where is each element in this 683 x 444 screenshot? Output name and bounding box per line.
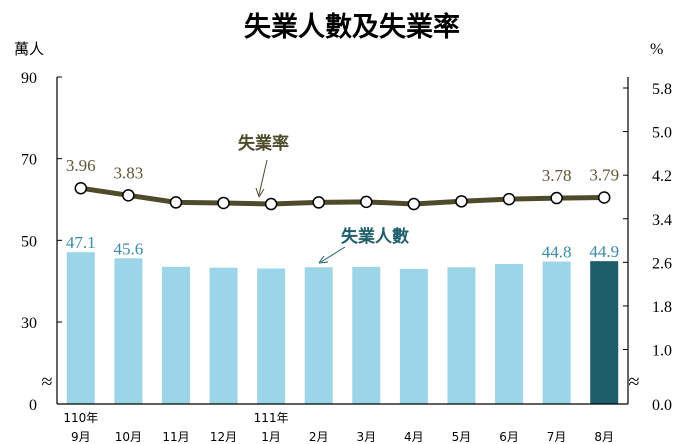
x-tick-label: 2月 [309, 430, 329, 444]
line-value-label: 3.79 [589, 166, 619, 185]
unemployed-bar [590, 261, 619, 404]
bar-value-label: 44.9 [589, 242, 619, 261]
bar-series-annotation: 失業人數 [341, 226, 409, 247]
right-tick-label: 3.4 [652, 212, 672, 229]
line-value-label: 3.96 [66, 156, 96, 175]
x-tick-label: 12月 [210, 430, 237, 444]
right-tick-label: 1.8 [652, 299, 672, 316]
unemployment-rate-point [502, 192, 516, 206]
unemployment-rate-point [74, 181, 88, 195]
line-annotation-arrow [258, 159, 268, 196]
line-annotation-arrowhead [255, 187, 265, 198]
left-tick-label: 0 [29, 397, 37, 414]
unemployed-bar [447, 267, 476, 404]
right-axis-break: ≈ [629, 371, 640, 393]
right-tick-label: 5.8 [652, 81, 672, 98]
unemployed-bar [114, 258, 143, 404]
unemployed-bar [495, 264, 524, 404]
bar-annotation-arrow [320, 246, 346, 263]
unemployment-rate-point [264, 197, 278, 211]
x-tick-label: 4月 [404, 430, 424, 444]
x-tick-label: 6月 [499, 430, 519, 444]
line-series-annotation: 失業率 [238, 133, 289, 154]
right-tick-label: 2.6 [652, 255, 672, 272]
right-tick-label: 1.0 [652, 343, 672, 360]
right-tick-label: 5.0 [652, 125, 672, 142]
unemployment-rate-point [360, 195, 373, 209]
x-year-label: 111年 [254, 411, 289, 425]
unemployed-bar [399, 268, 428, 404]
unemployed-bar [352, 266, 381, 404]
unemployment-rate-point [550, 191, 563, 205]
left-tick-label: 70 [21, 152, 37, 169]
x-tick-label: 5月 [452, 430, 472, 444]
bar-value-label: 45.6 [114, 239, 144, 258]
unemployment-rate-point [407, 197, 421, 211]
bar-value-label: 44.8 [542, 243, 572, 262]
x-tick-label: 11月 [162, 430, 189, 444]
right-axis-unit: % [650, 41, 663, 58]
unemployment-rate-point [122, 189, 135, 202]
x-tick-label: 3月 [356, 430, 376, 444]
unemployment-rate-line [80, 185, 605, 207]
bar-annotation: 失業人數 [318, 226, 409, 264]
left-axis-break: ≈ [42, 371, 53, 393]
unemployment-rate-point [455, 195, 468, 208]
unemployment-rate-point [217, 196, 230, 210]
bar-annotation-arrowhead [318, 255, 329, 264]
bar-value-label: 47.1 [66, 233, 96, 252]
x-tick-label: 1月 [261, 430, 281, 444]
chart-title: 失業人數及失業率 [244, 11, 460, 43]
right-tick-label: 4.2 [652, 168, 672, 185]
unemployed-bar [304, 267, 333, 404]
x-tick-label: 7月 [547, 430, 567, 444]
left-tick-label: 90 [21, 70, 37, 87]
x-tick-label: 9月 [71, 430, 91, 444]
x-tick-label: 8月 [594, 430, 614, 444]
left-axis-unit: 萬人 [14, 40, 44, 58]
right-tick-label: 0.0 [652, 397, 672, 414]
unemployed-bar [542, 261, 571, 404]
left-tick-label: 30 [21, 315, 37, 332]
left-tick-label: 50 [21, 233, 37, 250]
unemployment-rate-point [169, 196, 183, 209]
unemployment-rate-point [312, 196, 325, 209]
line-value-label: 3.78 [542, 166, 572, 185]
line-annotation: 失業率 [238, 133, 289, 198]
unemployed-bar [161, 266, 190, 404]
unemployed-bar [209, 267, 238, 404]
unemployed-bar [257, 268, 286, 404]
unemployed-bar [66, 252, 95, 404]
line-value-label: 3.83 [114, 163, 144, 182]
x-year-label: 110年 [63, 411, 98, 425]
x-tick-label: 10月 [115, 430, 142, 444]
unemployment-rate-point [597, 191, 611, 204]
